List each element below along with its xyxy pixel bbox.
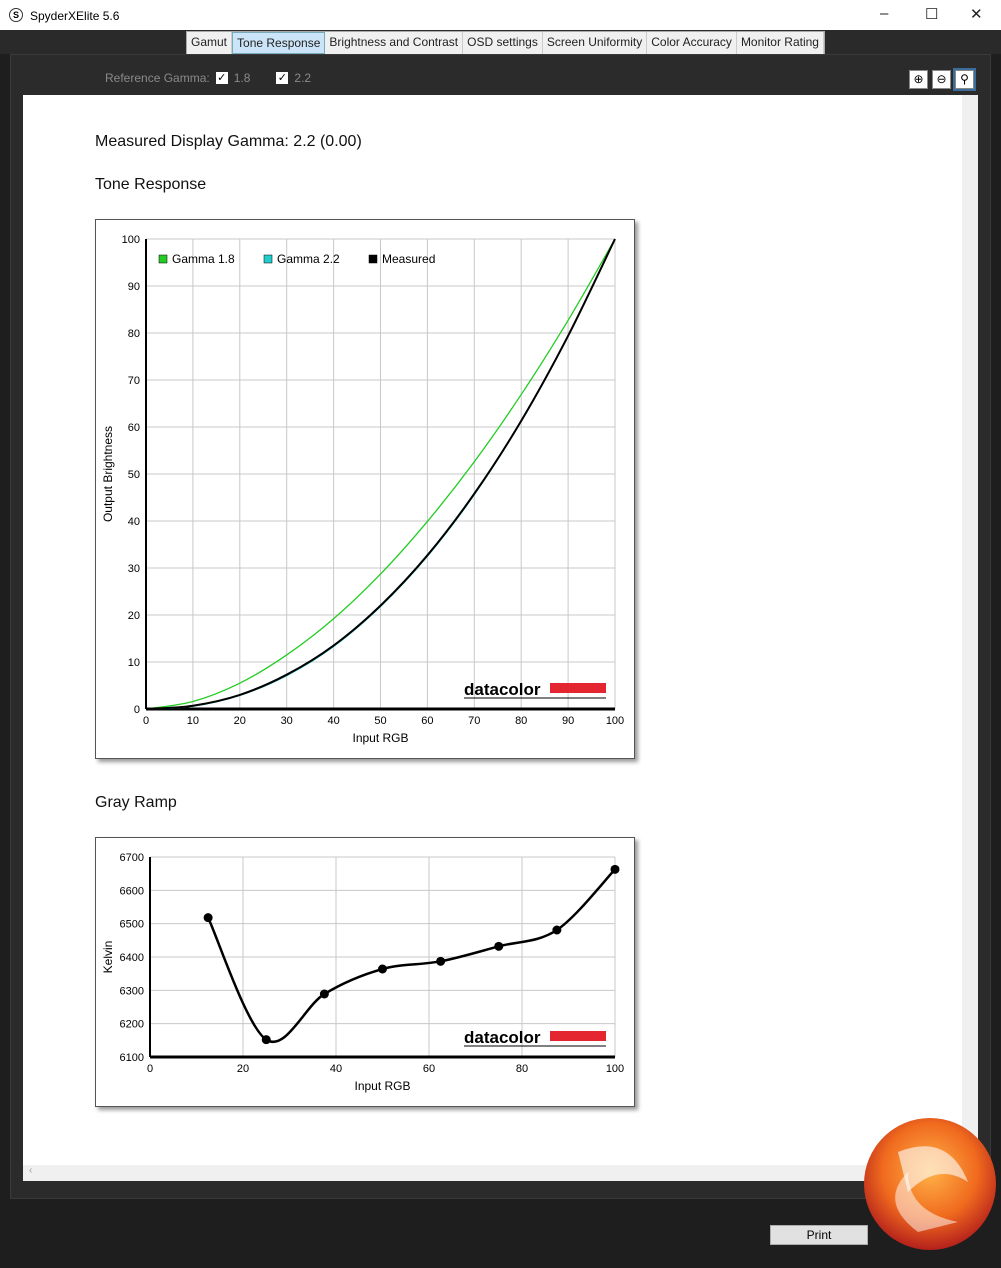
x-tick-label: 80 <box>515 715 527 727</box>
tone-response-chart: 0 10 20 30 40 50 60 70 80 90 100 0 10 20 30 40 50 60 70 80 9… <box>95 219 635 759</box>
reference-gamma-label: Reference Gamma: <box>105 71 210 85</box>
tab-bar: Gamut Tone Response Brightness and Contras… <box>0 30 1001 55</box>
series-line-gamma-1.8 <box>145 238 616 710</box>
data-point <box>436 956 446 966</box>
x-tick-label: 50 <box>374 715 386 727</box>
vertical-scrollbar[interactable] <box>962 95 978 1165</box>
tone-response-heading: Tone Response <box>95 176 207 193</box>
data-point <box>610 864 620 874</box>
tab-gamut[interactable]: Gamut <box>187 32 233 54</box>
y-tick-label: 100 <box>122 234 140 246</box>
datacolor-logo-text: datacolor <box>464 680 541 699</box>
data-point <box>494 941 504 951</box>
y-tick-label: 40 <box>128 516 140 528</box>
y-tick-label: 6700 <box>120 852 144 864</box>
app-icon: S <box>9 8 23 22</box>
x-tick-label: 100 <box>606 715 624 727</box>
y-axis-label: Kelvin <box>101 941 115 974</box>
gray-ramp-heading: Gray Ramp <box>95 794 177 811</box>
legend-swatch <box>158 254 168 264</box>
x-tick-label: 0 <box>143 715 149 727</box>
y-tick-label: 6100 <box>120 1052 144 1064</box>
data-point <box>319 989 329 999</box>
zoom-in-icon[interactable]: ⊕ <box>909 70 928 89</box>
x-tick-label: 100 <box>606 1063 624 1075</box>
y-tick-label: 6300 <box>120 985 144 997</box>
report-content: Measured Display Gamma: 2.2 (0.00) Tone … <box>23 95 978 1181</box>
print-button[interactable]: Print <box>770 1225 868 1245</box>
y-tick-label: 30 <box>128 563 140 575</box>
y-tick-label: 70 <box>128 375 140 387</box>
gamma-1-8-label: 1.8 <box>233 71 251 85</box>
data-point <box>378 964 387 974</box>
y-tick-label: 10 <box>128 657 140 669</box>
y-tick-label: 6600 <box>120 885 144 897</box>
gray-ramp-chart: 0 20 40 60 80 100 6100 6200 6300 6400 6500 6600 6700… <box>95 837 635 1107</box>
zoom-out-icon[interactable]: ⊖ <box>932 70 951 89</box>
series-line-measured <box>145 238 616 710</box>
minimize-button[interactable]: – <box>880 5 889 22</box>
horizontal-scrollbar[interactable]: ‹ <box>23 1165 978 1181</box>
x-tick-label: 40 <box>327 715 339 727</box>
y-tick-label: 20 <box>128 610 140 622</box>
x-tick-label: 60 <box>421 715 433 727</box>
x-tick-label: 30 <box>281 715 293 727</box>
datacolor-logo-bar <box>550 1031 606 1041</box>
measured-gamma-text: Measured Display Gamma: 2.2 (0.00) <box>95 133 362 150</box>
window-title: SpyderXElite 5.6 <box>30 9 120 23</box>
tab-tone-response[interactable]: Tone Response <box>232 32 326 54</box>
legend-label: Gamma 1.8 <box>172 252 235 266</box>
gamma-2-2-label: 2.2 <box>294 71 312 85</box>
legend-swatch <box>263 254 273 264</box>
y-tick-label: 6500 <box>120 919 144 931</box>
x-tick-label: 40 <box>330 1063 342 1075</box>
x-tick-label: 20 <box>237 1063 249 1075</box>
watermark-logo <box>864 1118 996 1250</box>
x-axis-label: Input RGB <box>352 731 408 745</box>
data-point <box>203 913 213 923</box>
maximize-button[interactable]: ☐ <box>925 6 939 23</box>
data-point <box>552 925 562 935</box>
data-point <box>261 1035 271 1045</box>
legend-swatch <box>368 254 378 264</box>
legend-label: Gamma 2.2 <box>277 252 340 266</box>
x-tick-label: 70 <box>468 715 480 727</box>
gamma-2-2-checkbox[interactable]: ✓ <box>276 72 289 84</box>
x-axis-label: Input RGB <box>354 1079 410 1093</box>
y-tick-label: 6200 <box>120 1019 144 1031</box>
tab-osd-settings[interactable]: OSD settings <box>463 32 543 54</box>
x-tick-label: 90 <box>562 715 574 727</box>
zoom-fit-icon[interactable]: ⚲ <box>953 68 976 91</box>
y-tick-label: 80 <box>128 328 140 340</box>
y-axis-label: Output Brightness <box>101 426 115 522</box>
tab-monitor-rating[interactable]: Monitor Rating <box>737 32 824 54</box>
y-tick-label: 60 <box>128 422 140 434</box>
y-tick-label: 0 <box>134 704 140 716</box>
legend-label: Measured <box>382 252 435 266</box>
datacolor-logo-bar <box>550 683 606 693</box>
x-tick-label: 0 <box>147 1063 153 1075</box>
title-bar: S SpyderXElite 5.6 – ☐ ✕ <box>0 0 1001 30</box>
x-tick-label: 10 <box>187 715 199 727</box>
gamma-1-8-checkbox[interactable]: ✓ <box>215 72 228 84</box>
x-tick-label: 60 <box>423 1063 435 1075</box>
x-tick-label: 80 <box>516 1063 528 1075</box>
reference-gamma-row: Reference Gamma: ✓ 1.8 ✓ 2.2 <box>105 71 311 85</box>
close-button[interactable]: ✕ <box>970 6 983 23</box>
tab-color-accuracy[interactable]: Color Accuracy <box>647 32 737 54</box>
y-tick-label: 90 <box>128 281 140 293</box>
y-tick-label: 50 <box>128 469 140 481</box>
datacolor-logo-text: datacolor <box>464 1028 541 1047</box>
tab-brightness-and-contrast[interactable]: Brightness and Contrast <box>325 32 464 54</box>
kelvin-line <box>206 868 616 1044</box>
y-tick-label: 6400 <box>120 952 144 964</box>
x-tick-label: 20 <box>234 715 246 727</box>
tab-screen-uniformity[interactable]: Screen Uniformity <box>543 32 648 54</box>
